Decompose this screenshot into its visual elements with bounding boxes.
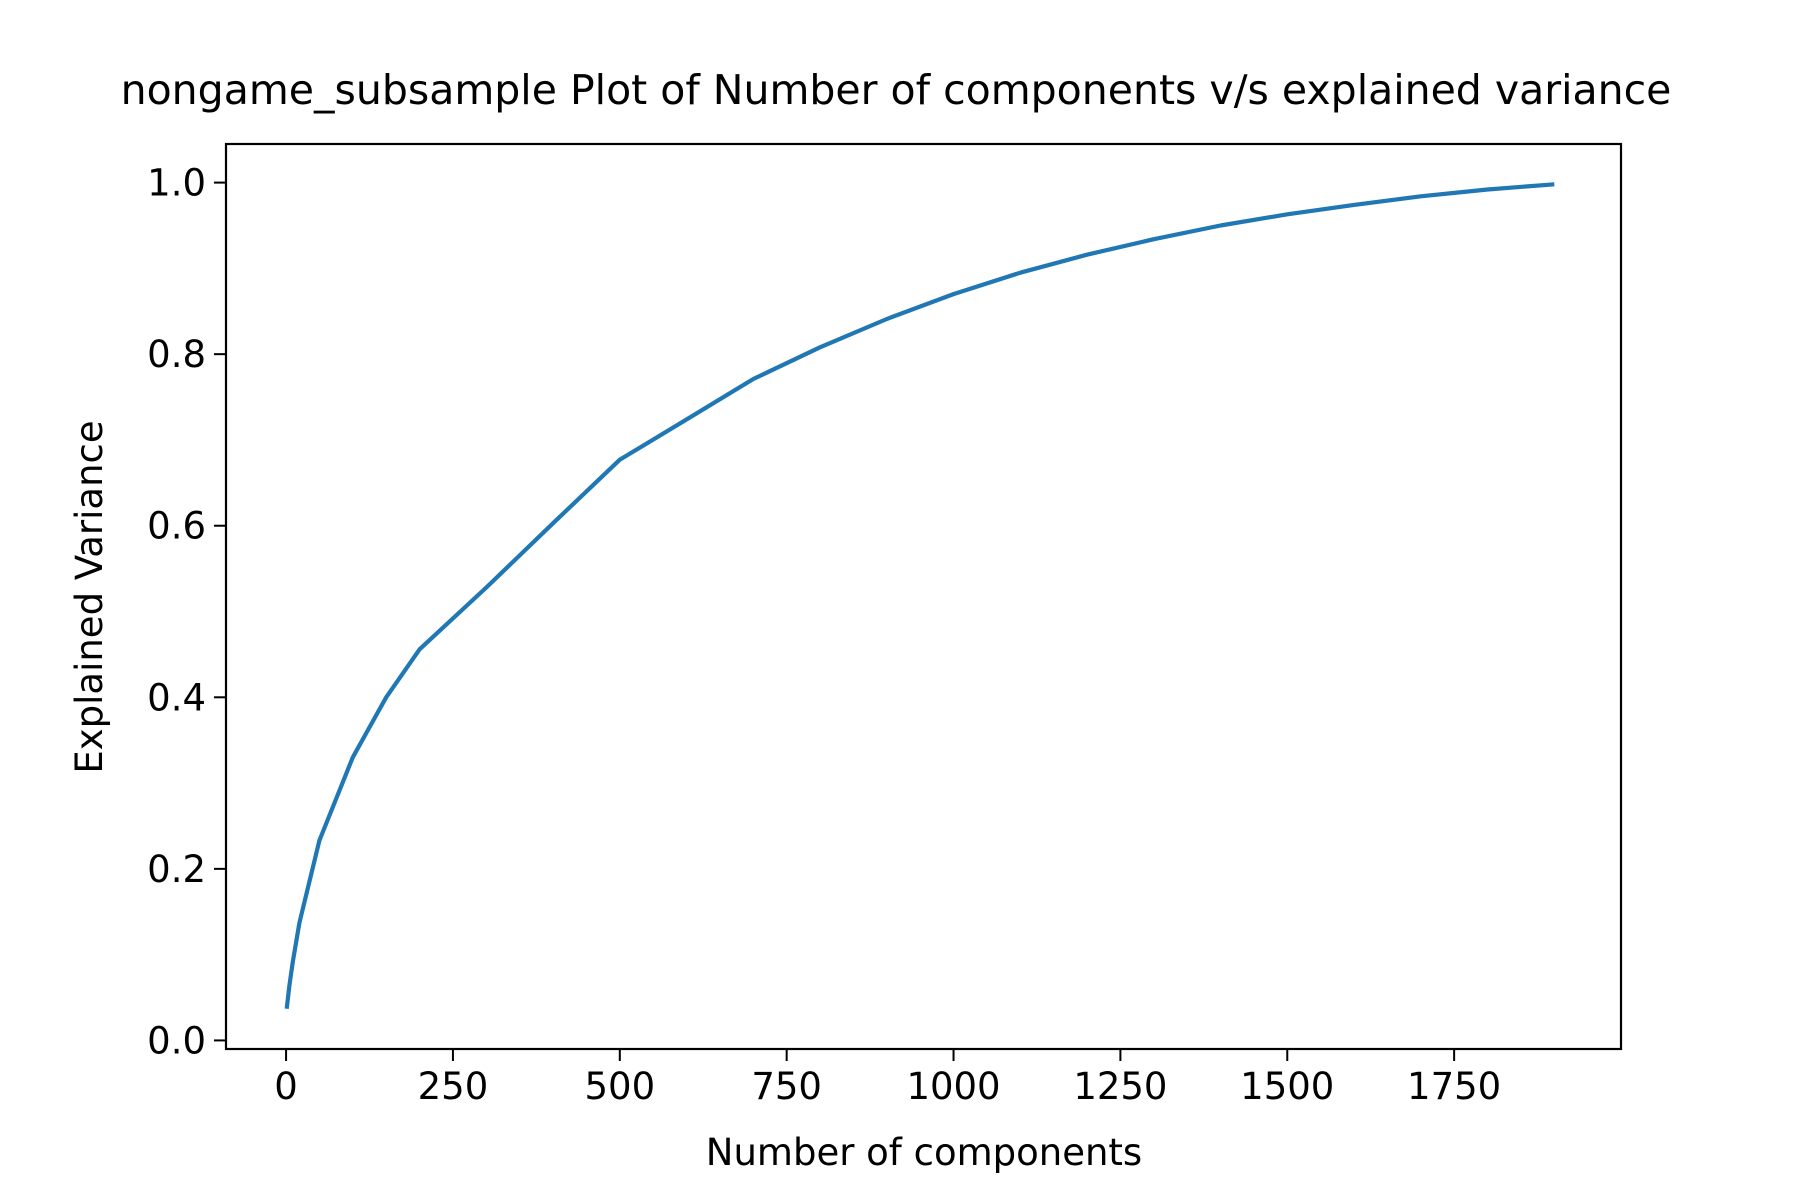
y-tick-label: 0.2 bbox=[147, 848, 206, 891]
axis-ticks: 0 250 500 750 1000 1250 1500 1750 0.0 0.2 0.4 0.6 0.… bbox=[147, 162, 1501, 1108]
x-tick-label: 0 bbox=[274, 1065, 298, 1108]
y-tick-label: 0.6 bbox=[147, 505, 206, 548]
y-tick-label: 0.8 bbox=[147, 333, 206, 376]
y-tick-label: 1.0 bbox=[147, 162, 206, 205]
y-tick-label: 0.0 bbox=[147, 1019, 206, 1062]
x-tick-label: 750 bbox=[751, 1065, 822, 1108]
chart-title: nongame_subsample Plot of Number of comp… bbox=[121, 66, 1672, 114]
series-line bbox=[284, 182, 1555, 1009]
y-axis-label: Explained Variance bbox=[68, 420, 111, 773]
x-tick-label: 1000 bbox=[906, 1065, 1000, 1108]
y-tick-label: 0.4 bbox=[147, 676, 206, 719]
x-tick-label: 500 bbox=[584, 1065, 655, 1108]
x-tick-label: 1500 bbox=[1240, 1065, 1334, 1108]
x-axis-label: Number of components bbox=[706, 1131, 1142, 1174]
plot-area-frame bbox=[224, 142, 1623, 1051]
x-tick-label: 1750 bbox=[1407, 1065, 1501, 1108]
x-tick-label: 1250 bbox=[1073, 1065, 1167, 1108]
series-layer bbox=[284, 182, 1555, 1009]
x-tick-label: 250 bbox=[418, 1065, 489, 1108]
